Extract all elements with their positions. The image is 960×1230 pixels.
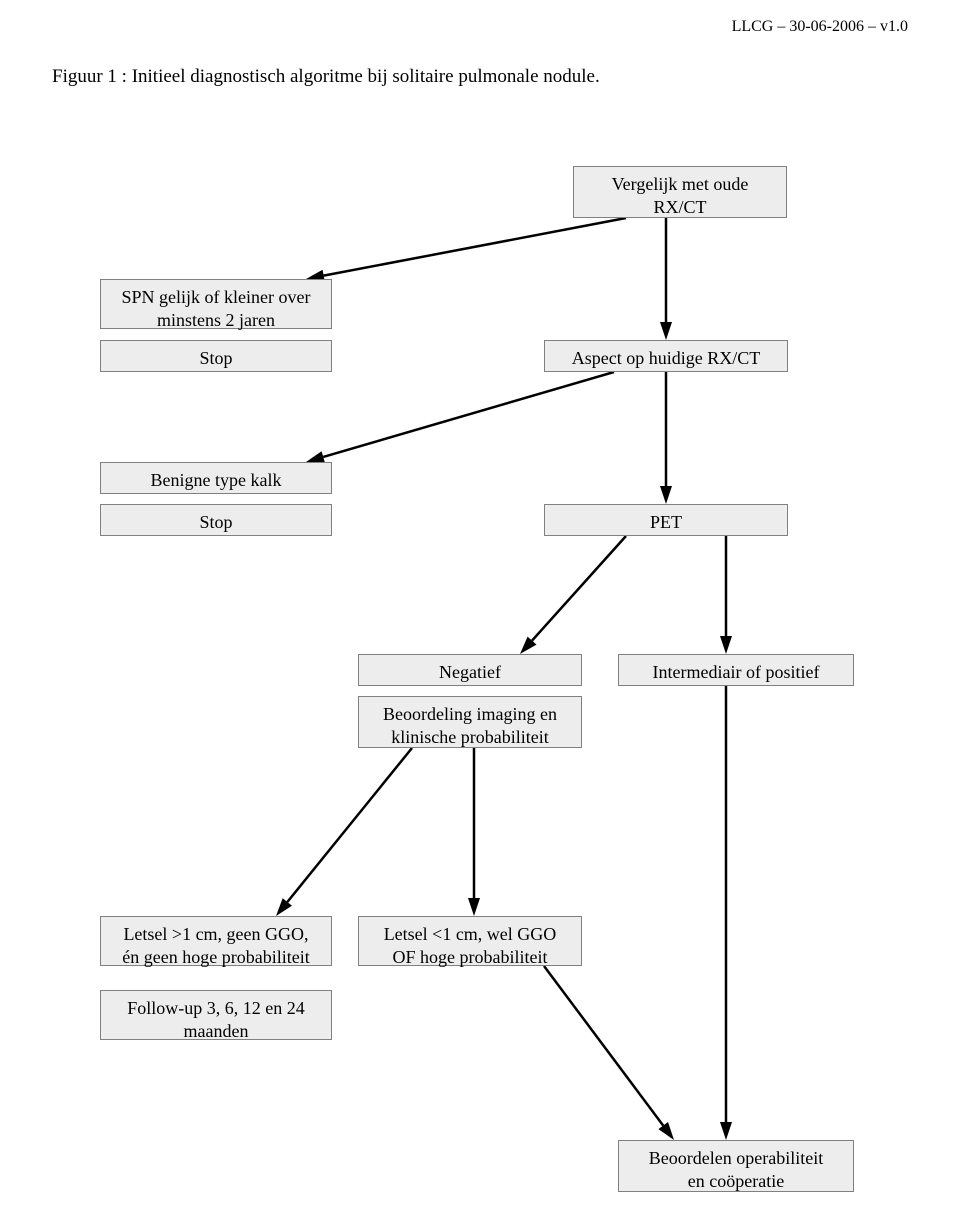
flowchart-node-n11: Letsel >1 cm, geen GGO, én geen hoge prob… <box>100 916 332 966</box>
flowchart-node-n1: Vergelijk met oude RX/CT <box>573 166 787 218</box>
node-label: Letsel <1 cm, wel GGO <box>384 924 557 944</box>
node-label: Intermediair of positief <box>653 662 820 682</box>
flowchart-node-n4: Aspect op huidige RX/CT <box>544 340 788 372</box>
node-label: Vergelijk met oude <box>612 174 749 194</box>
node-label: PET <box>650 512 682 532</box>
node-label: en coöperatie <box>688 1171 784 1191</box>
node-label: Letsel >1 cm, geen GGO, <box>123 924 308 944</box>
flowchart-node-n10: Beoordeling imaging en klinische probabil… <box>358 696 582 748</box>
header-text: LLCG – 30-06-2006 – v1.0 <box>732 18 908 35</box>
caption-text: Figuur 1 : Initieel diagnostisch algorit… <box>52 66 600 87</box>
flowchart-node-n9: Intermediair of positief <box>618 654 854 686</box>
node-label: én geen hoge probabiliteit <box>122 947 309 967</box>
node-label: Beoordelen operabiliteit <box>649 1148 823 1168</box>
node-label: OF hoge probabiliteit <box>393 947 548 967</box>
flowchart-node-n3: Stop <box>100 340 332 372</box>
node-label: RX/CT <box>653 197 706 217</box>
node-label: minstens 2 jaren <box>157 310 275 330</box>
flowchart-node-n7: PET <box>544 504 788 536</box>
node-label: Follow-up 3, 6, 12 en 24 <box>127 998 305 1018</box>
node-label: klinische probabiliteit <box>391 727 548 747</box>
node-label: Aspect op huidige RX/CT <box>572 348 760 368</box>
flowchart-node-n12: Letsel <1 cm, wel GGO OF hoge probabilite… <box>358 916 582 966</box>
flowchart-node-n2: SPN gelijk of kleiner over minstens 2 jar… <box>100 279 332 329</box>
node-label: Benigne type kalk <box>151 470 282 490</box>
flowchart-node-n14: Beoordelen operabiliteit en coöperatie <box>618 1140 854 1192</box>
node-label: Stop <box>199 512 232 532</box>
node-label: maanden <box>184 1021 249 1041</box>
flowchart-arrows <box>0 0 960 1230</box>
flowchart-node-n6: Stop <box>100 504 332 536</box>
flowchart-node-n13: Follow-up 3, 6, 12 en 24 maanden <box>100 990 332 1040</box>
flowchart-node-n5: Benigne type kalk <box>100 462 332 494</box>
figure-caption: Figuur 1 : Initieel diagnostisch algorit… <box>52 66 600 88</box>
node-label: Beoordeling imaging en <box>383 704 557 724</box>
document-header: LLCG – 30-06-2006 – v1.0 <box>732 18 908 36</box>
node-label: SPN gelijk of kleiner over <box>122 287 311 307</box>
node-label: Stop <box>199 348 232 368</box>
flowchart-node-n8: Negatief <box>358 654 582 686</box>
node-label: Negatief <box>439 662 501 682</box>
